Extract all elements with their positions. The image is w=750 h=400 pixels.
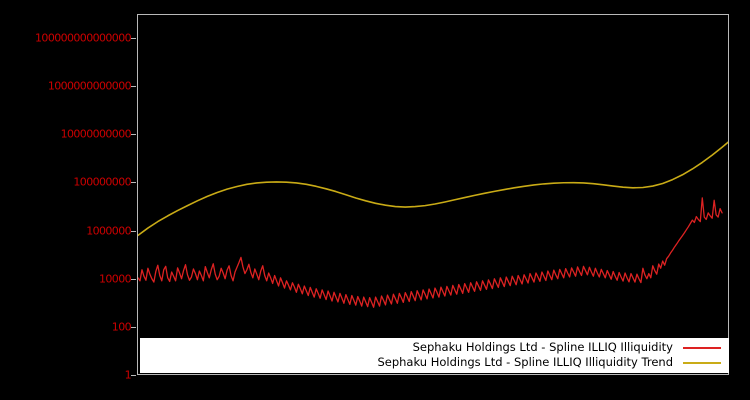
y-axis-tick-label: 100000000000000 <box>35 31 132 45</box>
series-canvas <box>138 141 728 308</box>
series-line-illiquidity-trend <box>138 141 728 237</box>
chart-legend: Sephaku Holdings Ltd - Spline ILLIQ Illi… <box>140 338 729 373</box>
y-axis-tick-mark <box>131 327 136 328</box>
legend-entry-illiquidity: Sephaku Holdings Ltd - Spline ILLIQ Illi… <box>140 340 729 355</box>
legend-entry-illiquidity-trend: Sephaku Holdings Ltd - Spline ILLIQ Illi… <box>140 355 729 370</box>
y-axis-tick-label: 1 <box>124 368 132 382</box>
legend-label-illiquidity-trend: Sephaku Holdings Ltd - Spline ILLIQ Illi… <box>377 355 673 369</box>
y-axis-tick-mark <box>131 86 136 87</box>
y-axis-tick-label: 10000000000 <box>60 127 132 141</box>
y-axis-tick-label: 100 <box>111 320 132 334</box>
y-axis-tick-mark <box>131 375 136 376</box>
y-axis-tick-label: 10000 <box>99 272 132 286</box>
y-axis-tick-mark <box>131 231 136 232</box>
y-axis-tick-label: 1000000 <box>86 224 131 238</box>
y-axis-tick-mark <box>131 279 136 280</box>
series-line-illiquidity <box>138 197 723 308</box>
legend-swatch-illiquidity <box>683 346 721 349</box>
plot-area <box>137 14 729 375</box>
y-axis: 100000000000000 1000000000000 10000000000 1… <box>0 0 136 400</box>
y-axis-tick-label: 1000000000000 <box>47 79 132 93</box>
legend-swatch-illiquidity-trend <box>683 361 721 364</box>
y-axis-tick-mark <box>131 134 136 135</box>
y-axis-tick-label: 100000000 <box>73 175 131 189</box>
y-axis-tick-mark <box>131 38 136 39</box>
legend-label-illiquidity: Sephaku Holdings Ltd - Spline ILLIQ Illi… <box>412 340 673 354</box>
y-axis-tick-mark <box>131 182 136 183</box>
